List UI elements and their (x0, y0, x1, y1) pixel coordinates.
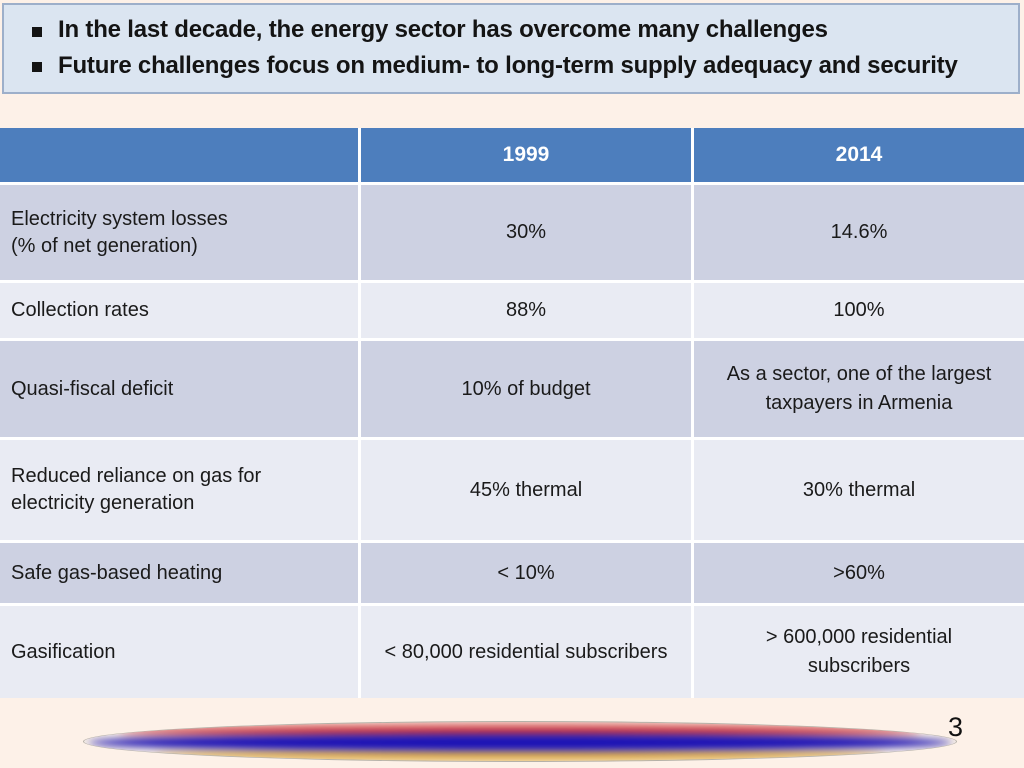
bullet-text: Future challenges focus on medium- to lo… (58, 52, 958, 79)
table-header-empty (0, 128, 358, 182)
value-1999: < 10% (361, 543, 691, 603)
row-label: Collection rates (0, 283, 358, 338)
page-number: 3 (948, 712, 964, 742)
row-label: Safe gas-based heating (0, 543, 358, 603)
value-2014: 14.6% (694, 185, 1024, 280)
summary-box: In the last decade, the energy sector ha… (2, 3, 1020, 94)
value-2014: As a sector, one of the largest taxpayer… (694, 341, 1024, 437)
value-2014: 100% (694, 283, 1024, 338)
bullet-item: Future challenges focus on medium- to lo… (32, 52, 1008, 81)
value-2014: > 600,000 residential subscribers (694, 606, 1024, 698)
value-2014: 30% thermal (694, 440, 1024, 540)
flag-gold-band (154, 748, 886, 760)
table-header-2014: 2014 (694, 128, 1024, 182)
bullet-square-icon (32, 62, 42, 73)
armenian-flag-ellipse (83, 721, 957, 762)
table-header-1999: 1999 (361, 128, 691, 182)
bullet-text: In the last decade, the energy sector ha… (58, 16, 828, 44)
bullet-square-icon (32, 26, 42, 37)
value-2014: >60% (694, 543, 1024, 603)
row-label: Gasification (0, 606, 358, 698)
bullet-item: In the last decade, the energy sector ha… (32, 16, 1008, 45)
row-label: Electricity system losses (% of net gene… (0, 185, 358, 280)
value-1999: 10% of budget (361, 341, 691, 437)
value-1999: 45% thermal (361, 440, 691, 540)
value-1999: < 80,000 residential subscribers (361, 606, 691, 698)
value-1999: 88% (361, 283, 691, 338)
comparison-table: 1999 2014 Electricity system losses (% o… (0, 128, 1024, 698)
row-label: Quasi-fiscal deficit (0, 341, 358, 437)
value-1999: 30% (361, 185, 691, 280)
flag-blue-band (88, 734, 952, 751)
row-label: Reduced reliance on gas for electricity … (0, 440, 358, 540)
